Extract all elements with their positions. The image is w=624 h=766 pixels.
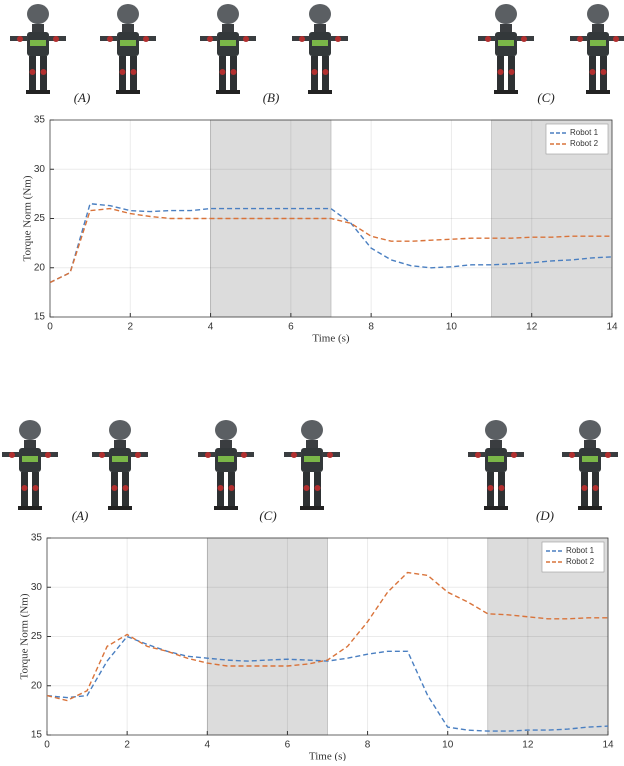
panel-label: (D) [536, 508, 554, 523]
x-tick-label: 12 [526, 322, 538, 333]
x-tick-label: 6 [285, 740, 291, 751]
figure: (A)(B)(C)(A)(C)(D)152025303502468101214T… [0, 0, 624, 761]
panel-label: (A) [72, 508, 89, 523]
legend-label: Robot 1 [570, 128, 599, 137]
x-tick-label: 4 [208, 322, 214, 333]
chart: 15 20 25 30 35 0 2 4 6 8 10 12 14 Time (s) Torque Norm… [22, 115, 618, 345]
y-tick-label: 15 [34, 312, 46, 323]
y-tick-label: 20 [34, 262, 46, 273]
panel-label: (C) [537, 90, 554, 105]
legend-label: Robot 2 [566, 557, 595, 566]
robot-image [478, 4, 534, 94]
y-tick-label: 15 [31, 730, 43, 741]
robot-image [468, 420, 524, 510]
robot-image [200, 4, 256, 94]
robot-image [92, 420, 148, 510]
robot-image [570, 4, 624, 94]
x-tick-label: 2 [124, 740, 130, 751]
x-tick-label: 10 [446, 322, 458, 333]
x-tick-label: 12 [522, 740, 534, 751]
x-tick-label: 14 [602, 740, 614, 751]
x-tick-label: 4 [205, 740, 211, 751]
legend-label: Robot 1 [566, 546, 595, 555]
legend-label: Robot 2 [570, 139, 599, 148]
robot-image [198, 420, 254, 510]
y-axis-label: Torque Norm (Nm) [19, 593, 31, 679]
x-axis-label: Time (s) [309, 751, 347, 761]
robot-images-bottom [2, 420, 618, 510]
robot-image [292, 4, 348, 94]
robot-images-top [10, 4, 624, 94]
panel-label: (A) [74, 90, 91, 105]
robot-image [10, 4, 66, 94]
y-tick-label: 20 [31, 680, 43, 691]
y-tick-label: 25 [31, 631, 43, 642]
y-tick-label: 30 [31, 582, 43, 593]
x-tick-label: 6 [288, 322, 294, 333]
panel-label: (C) [259, 508, 276, 523]
x-tick-label: 0 [47, 322, 53, 333]
x-axis-label: Time (s) [312, 333, 350, 345]
x-tick-label: 0 [44, 740, 50, 751]
robot-image [284, 420, 340, 510]
y-axis-label: Torque Norm (Nm) [22, 175, 34, 261]
robot-image [100, 4, 156, 94]
y-tick-label: 35 [34, 115, 46, 126]
x-tick-label: 10 [442, 740, 454, 751]
panel-label: (B) [263, 90, 280, 105]
robot-image [2, 420, 58, 510]
x-tick-label: 14 [606, 322, 618, 333]
y-tick-label: 30 [34, 164, 46, 175]
robot-image [562, 420, 618, 510]
chart: 15 20 25 30 35 0 2 4 6 8 10 12 14 Time (s) Torque Norm… [19, 533, 614, 761]
y-tick-label: 25 [34, 213, 46, 224]
x-tick-label: 8 [365, 740, 371, 751]
x-tick-label: 8 [368, 322, 374, 333]
x-tick-label: 2 [128, 322, 134, 333]
y-tick-label: 35 [31, 533, 43, 544]
